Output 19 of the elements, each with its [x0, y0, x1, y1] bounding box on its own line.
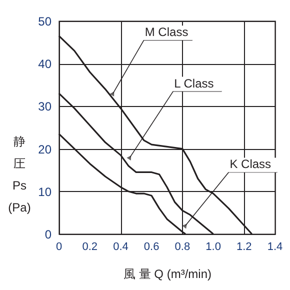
x-tick-label: 0.2 — [82, 241, 98, 253]
y-tick-label: 50 — [38, 14, 52, 28]
annotation: M Class — [144, 25, 188, 40]
annotation: L Class — [174, 76, 214, 90]
x-tick-label: 0.6 — [144, 241, 160, 253]
x-tick-label: 0.8 — [174, 241, 190, 253]
x-tick-label: 0.4 — [113, 241, 128, 253]
y-axis-title: 静圧 Ps (Pa) — [8, 134, 31, 214]
annotation: K Class — [230, 157, 272, 172]
y-tick-label: 10 — [38, 184, 52, 199]
x-tick-label: 1.2 — [236, 241, 252, 253]
y-tick-label: 0 — [44, 228, 52, 242]
x-axis-title: 風 量 Q (m³/min) — [124, 267, 212, 281]
x-tick-label: 1.4 — [267, 241, 283, 253]
x-tick-label: 1.0 — [206, 241, 221, 253]
y-tick-label: 40 — [38, 57, 52, 72]
y-tick-label: 30 — [38, 100, 52, 114]
x-tick-label: 0 — [56, 241, 62, 253]
y-tick-label: 20 — [38, 142, 52, 156]
